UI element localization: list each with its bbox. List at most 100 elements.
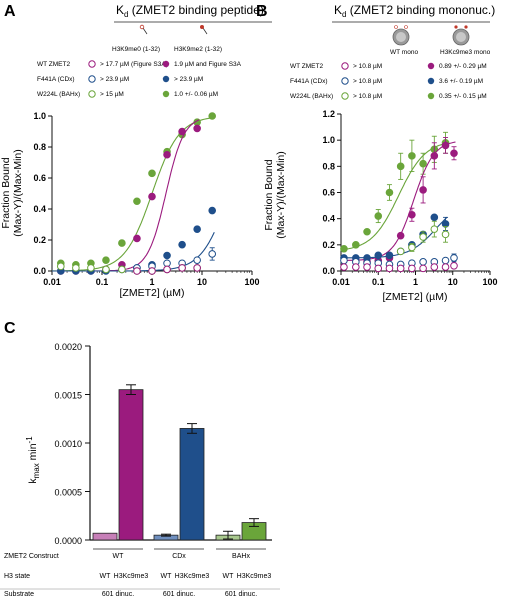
- panel-a-data-point: [208, 250, 217, 258]
- legend-marker-open: [341, 77, 349, 85]
- panel-b-legend-open-0: > 10.8 µM: [353, 63, 382, 70]
- peptide-methylated-icon: [200, 25, 208, 35]
- substrate-label-0: 601 dinuc.: [102, 591, 134, 598]
- panel-a-binding-plot: 0.01 0.1 1 10 100 0.0 0.2 0.4 0.6 0.8 1.0: [33, 111, 259, 287]
- panel-c-letter: C: [4, 320, 16, 337]
- panel-b-data-point: [396, 264, 405, 273]
- panel-b-data-point: [430, 213, 439, 222]
- nucleosome-methylated-icon: [452, 25, 470, 46]
- panel-b-data-point: [419, 264, 427, 273]
- panel-b-data-point: [408, 264, 416, 273]
- h3-state-label-3: H3Kc9me3: [175, 573, 210, 580]
- panel-b-data-point: [352, 263, 360, 271]
- panel-b-fit-curve-2: [341, 216, 448, 259]
- panel-a-legend-label-1: F441A (CDx): [37, 76, 75, 83]
- panel-a-data-point: [163, 259, 171, 268]
- panel-b-x-tick-label: 0.1: [372, 277, 385, 287]
- panel-b-data-point: [340, 256, 348, 265]
- panel-b-legend-filled-0: 0.89 +/- 0.29 µM: [439, 63, 487, 70]
- panel-b-y-tick-label: 0.4: [322, 214, 335, 224]
- panel-a-legend-filled-1: > 23.9 µM: [174, 76, 203, 83]
- panel-a-x-tick-label: 100: [244, 277, 259, 287]
- panel-a-data-point: [102, 265, 110, 274]
- panel-b-data-point: [396, 247, 405, 256]
- panel-b-data-point: [408, 152, 416, 160]
- panel-a-data-point: [118, 239, 126, 247]
- panel-b-data-point: [419, 233, 427, 241]
- panel-a-data-point: [72, 264, 80, 272]
- panel-b-x-tick-label: 10: [448, 277, 458, 287]
- panel-b-data-point: [385, 251, 394, 260]
- panel-a-x-tick-label: 0.01: [43, 277, 61, 287]
- panel-a-col-header-1: H3K9me2 (1-32): [174, 46, 222, 53]
- panel-a-legend-open-1: > 23.9 µM: [100, 76, 129, 83]
- panel-a-y-tick-label: 1.0: [33, 111, 46, 121]
- legend-marker-open: [341, 62, 349, 70]
- panel-a-y-tick-label: 0.0: [33, 266, 46, 276]
- panel-b-fit-curve-1: [341, 141, 456, 261]
- panel-a-data-point: [208, 112, 217, 120]
- panel-a-data-point: [87, 264, 95, 272]
- h3-state-label-5: H3Kc9me3: [237, 573, 272, 580]
- panel-a-data-point: [178, 240, 186, 249]
- panel-a-data-point: [163, 251, 171, 260]
- row-label-substrate: Substrate: [4, 591, 34, 598]
- panel-a-y-tick-label: 0.4: [33, 204, 46, 214]
- panel-a-x-tick-label: 10: [197, 277, 207, 287]
- panel-a-data-point: [193, 124, 201, 133]
- panel-b-legend-filled-2: 0.35 +/- 0.15 µM: [439, 93, 487, 100]
- panel-a-x-tick-label: 1: [149, 277, 154, 287]
- panel-a-col-header-0: H3K9me0 (1-32): [112, 46, 160, 53]
- panel-b-data-point: [396, 162, 405, 171]
- panel-b-data-point: [450, 261, 458, 270]
- panel-b-data-point: [340, 244, 348, 253]
- row-label-construct: ZMET2 Construct: [4, 553, 59, 560]
- panel-a-data-point: [193, 264, 201, 272]
- panel-b-y-tick-label: 0.0: [322, 266, 335, 276]
- panel-b-data-point: [430, 225, 439, 233]
- panel-c-y-tick-label: 0.0005: [54, 488, 82, 498]
- legend-marker-filled: [427, 92, 435, 100]
- panel-a-legend-label-2: W224L (BAHx): [37, 91, 80, 98]
- panel-b-data-point: [441, 141, 450, 150]
- panel-c-ylabel: kmax min-1: [25, 436, 41, 484]
- panel-b-data-point: [430, 263, 439, 271]
- construct-label-1: CDx: [172, 553, 186, 560]
- h3-state-label-1: H3Kc9me3: [114, 573, 149, 580]
- panel-a-data-point: [208, 206, 217, 215]
- panel-a-data-point: [148, 267, 156, 275]
- panel-a-data-point: [178, 264, 186, 272]
- panel-a-legend-filled-2: 1.0 +/- 0.06 µM: [174, 91, 218, 98]
- panel-b-data-point: [450, 254, 458, 262]
- panel-a-fit-curve-0: [52, 117, 215, 272]
- panel-b-data-point: [419, 258, 427, 266]
- panel-b-title: Kd (ZMET2 binding mononuc.): [334, 3, 495, 19]
- nucleosome-unmodified-icon: [392, 25, 410, 46]
- legend-marker-filled: [162, 60, 170, 68]
- panel-b-legend-label-2: W224L (BAHx): [290, 93, 333, 100]
- h3-state-label-0: WT: [100, 573, 112, 580]
- panel-a-data-point: [148, 169, 156, 178]
- panel-a-data-point: [193, 225, 201, 233]
- substrate-label-2: 601 dinuc.: [225, 591, 257, 598]
- panel-b-data-point: [430, 152, 439, 160]
- panel-a-data-point: [102, 256, 110, 264]
- panel-b-data-point: [352, 241, 360, 249]
- legend-marker-filled: [427, 77, 435, 85]
- panel-b-data-point: [363, 227, 371, 236]
- peptide-unmodified-icon: [139, 24, 148, 35]
- panel-b-data-point: [441, 256, 450, 265]
- panel-b-legend-filled-1: 3.6 +/- 0.19 µM: [439, 78, 483, 85]
- panel-a-data-point: [163, 150, 171, 159]
- row-label-h3-state: H3 state: [4, 573, 30, 580]
- h3-state-label-2: WT: [161, 573, 173, 580]
- panel-c-bar-1: [118, 389, 144, 541]
- panel-c-bar-3: [179, 428, 205, 541]
- panel-a-data-point: [57, 262, 65, 271]
- legend-marker-open: [88, 60, 96, 68]
- legend-marker-filled: [162, 90, 170, 98]
- panel-a-y-tick-label: 0.6: [33, 173, 46, 183]
- panel-c-y-tick-label: 0.0000: [54, 536, 82, 546]
- panel-a-data-point: [133, 234, 141, 243]
- panel-a-y-tick-label: 0.8: [33, 142, 46, 152]
